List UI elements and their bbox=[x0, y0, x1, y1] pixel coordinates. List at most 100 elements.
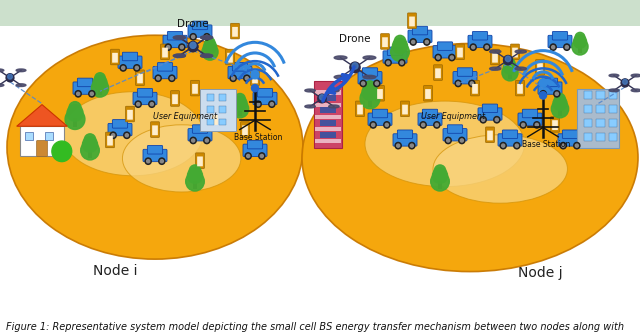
Circle shape bbox=[572, 38, 588, 55]
Circle shape bbox=[502, 144, 505, 147]
Circle shape bbox=[89, 91, 95, 97]
Circle shape bbox=[160, 160, 163, 163]
Circle shape bbox=[190, 42, 196, 48]
FancyBboxPatch shape bbox=[516, 80, 524, 96]
Ellipse shape bbox=[0, 84, 4, 87]
FancyBboxPatch shape bbox=[457, 48, 463, 57]
FancyBboxPatch shape bbox=[320, 95, 336, 101]
Circle shape bbox=[188, 168, 202, 183]
Circle shape bbox=[166, 45, 170, 49]
FancyBboxPatch shape bbox=[434, 65, 442, 80]
FancyBboxPatch shape bbox=[320, 132, 336, 138]
FancyBboxPatch shape bbox=[511, 44, 519, 59]
Circle shape bbox=[392, 38, 408, 54]
Circle shape bbox=[81, 141, 99, 160]
FancyBboxPatch shape bbox=[88, 150, 92, 158]
Circle shape bbox=[95, 73, 106, 84]
Circle shape bbox=[575, 32, 585, 43]
FancyBboxPatch shape bbox=[472, 84, 478, 94]
FancyBboxPatch shape bbox=[315, 115, 341, 119]
FancyBboxPatch shape bbox=[157, 62, 173, 71]
FancyBboxPatch shape bbox=[168, 31, 182, 40]
FancyBboxPatch shape bbox=[127, 110, 133, 120]
Circle shape bbox=[244, 75, 250, 81]
FancyBboxPatch shape bbox=[45, 132, 52, 140]
FancyBboxPatch shape bbox=[483, 104, 498, 113]
FancyBboxPatch shape bbox=[137, 73, 143, 84]
Circle shape bbox=[447, 139, 450, 142]
Circle shape bbox=[259, 153, 265, 159]
Circle shape bbox=[435, 123, 438, 127]
FancyBboxPatch shape bbox=[424, 86, 433, 101]
FancyBboxPatch shape bbox=[596, 119, 605, 127]
FancyBboxPatch shape bbox=[136, 70, 145, 86]
Circle shape bbox=[205, 139, 209, 142]
Circle shape bbox=[399, 59, 405, 66]
Circle shape bbox=[364, 81, 376, 94]
Circle shape bbox=[385, 123, 388, 127]
FancyBboxPatch shape bbox=[106, 132, 115, 148]
FancyBboxPatch shape bbox=[358, 71, 382, 84]
FancyBboxPatch shape bbox=[320, 120, 336, 126]
Circle shape bbox=[170, 77, 173, 80]
FancyBboxPatch shape bbox=[609, 91, 617, 99]
Ellipse shape bbox=[173, 54, 186, 57]
FancyBboxPatch shape bbox=[468, 35, 492, 48]
Circle shape bbox=[539, 79, 547, 87]
Circle shape bbox=[384, 122, 390, 128]
Circle shape bbox=[255, 101, 261, 107]
Circle shape bbox=[231, 100, 249, 118]
FancyBboxPatch shape bbox=[320, 108, 336, 114]
Circle shape bbox=[319, 95, 324, 100]
Circle shape bbox=[189, 165, 201, 177]
Circle shape bbox=[550, 44, 556, 50]
FancyBboxPatch shape bbox=[498, 134, 522, 146]
Circle shape bbox=[541, 92, 545, 96]
FancyBboxPatch shape bbox=[219, 119, 226, 126]
FancyBboxPatch shape bbox=[232, 62, 248, 71]
Text: Figure 1: Representative system model depicting the small cell BS energy transfe: Figure 1: Representative system model de… bbox=[6, 322, 625, 332]
Circle shape bbox=[157, 77, 160, 80]
Ellipse shape bbox=[305, 89, 316, 92]
Circle shape bbox=[482, 118, 484, 121]
Circle shape bbox=[204, 40, 216, 53]
Circle shape bbox=[468, 80, 475, 87]
Circle shape bbox=[270, 103, 273, 106]
Circle shape bbox=[456, 82, 460, 85]
Circle shape bbox=[410, 144, 413, 147]
FancyBboxPatch shape bbox=[584, 119, 592, 127]
FancyBboxPatch shape bbox=[376, 86, 385, 101]
Circle shape bbox=[370, 122, 376, 128]
FancyBboxPatch shape bbox=[387, 47, 403, 55]
FancyBboxPatch shape bbox=[412, 26, 428, 35]
Ellipse shape bbox=[173, 36, 186, 39]
FancyBboxPatch shape bbox=[438, 181, 442, 189]
Circle shape bbox=[484, 44, 490, 50]
FancyBboxPatch shape bbox=[241, 122, 250, 137]
Circle shape bbox=[318, 94, 326, 103]
Circle shape bbox=[435, 165, 445, 177]
FancyBboxPatch shape bbox=[226, 49, 234, 65]
Circle shape bbox=[455, 80, 461, 87]
Circle shape bbox=[362, 82, 365, 85]
FancyBboxPatch shape bbox=[609, 105, 617, 113]
Circle shape bbox=[165, 44, 172, 50]
FancyBboxPatch shape bbox=[393, 134, 417, 146]
FancyBboxPatch shape bbox=[550, 117, 559, 132]
Circle shape bbox=[540, 92, 547, 99]
FancyBboxPatch shape bbox=[447, 125, 463, 133]
FancyBboxPatch shape bbox=[77, 78, 93, 87]
Ellipse shape bbox=[329, 89, 339, 92]
Circle shape bbox=[412, 40, 415, 43]
Circle shape bbox=[205, 35, 209, 38]
FancyBboxPatch shape bbox=[422, 109, 438, 118]
Circle shape bbox=[554, 91, 560, 97]
Circle shape bbox=[562, 144, 564, 147]
FancyBboxPatch shape bbox=[219, 94, 226, 101]
Circle shape bbox=[52, 141, 72, 162]
FancyBboxPatch shape bbox=[548, 35, 572, 48]
Circle shape bbox=[460, 139, 463, 142]
FancyBboxPatch shape bbox=[172, 94, 178, 104]
Ellipse shape bbox=[329, 105, 339, 108]
Circle shape bbox=[110, 132, 116, 139]
